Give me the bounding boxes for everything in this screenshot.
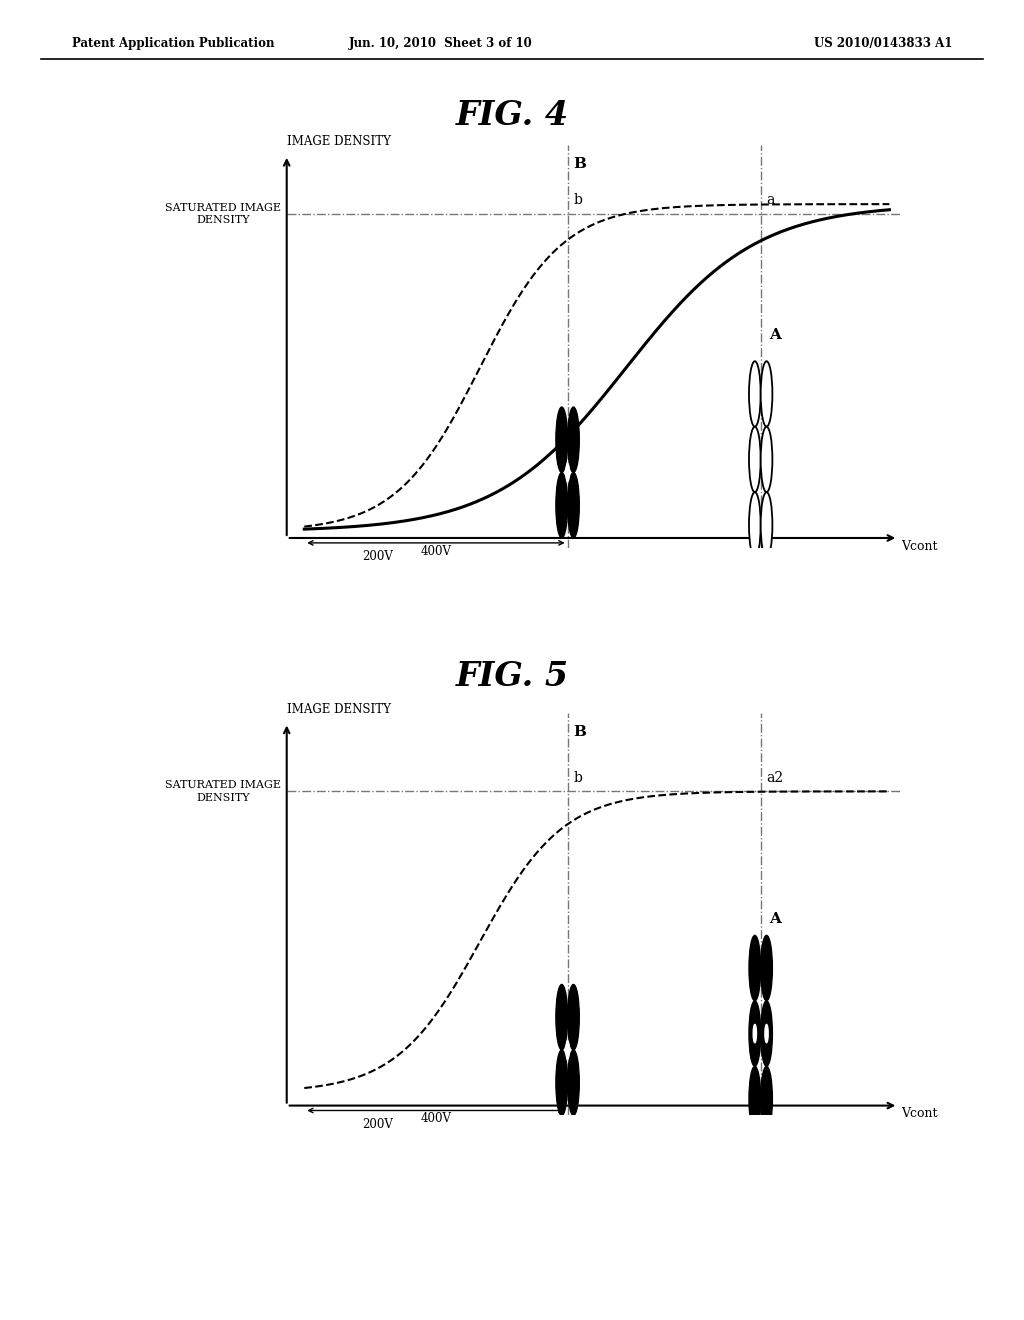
Circle shape	[761, 1001, 772, 1067]
Text: Patent Application Publication: Patent Application Publication	[72, 37, 274, 50]
Text: Jun. 10, 2010  Sheet 3 of 10: Jun. 10, 2010 Sheet 3 of 10	[348, 37, 532, 50]
Circle shape	[567, 407, 580, 473]
Text: IMAGE DENSITY: IMAGE DENSITY	[287, 704, 391, 715]
Circle shape	[567, 985, 580, 1049]
Text: Vcont: Vcont	[901, 1107, 938, 1121]
Text: B: B	[573, 725, 587, 739]
Circle shape	[761, 936, 772, 1001]
Circle shape	[761, 492, 772, 557]
Text: 400V: 400V	[421, 1113, 452, 1125]
Text: A: A	[769, 329, 781, 342]
Circle shape	[556, 407, 567, 473]
Circle shape	[749, 426, 761, 492]
Circle shape	[556, 473, 567, 539]
Text: a2: a2	[767, 771, 783, 785]
Circle shape	[749, 1001, 761, 1067]
Circle shape	[566, 463, 569, 482]
Circle shape	[749, 936, 761, 1001]
Text: SATURATED IMAGE
DENSITY: SATURATED IMAGE DENSITY	[165, 203, 281, 226]
Circle shape	[556, 1049, 567, 1115]
Text: B: B	[573, 157, 587, 172]
Circle shape	[754, 1024, 757, 1043]
Circle shape	[761, 362, 772, 426]
Text: 400V: 400V	[421, 545, 452, 557]
Circle shape	[761, 426, 772, 492]
Text: IMAGE DENSITY: IMAGE DENSITY	[287, 136, 391, 148]
Text: A: A	[769, 912, 781, 927]
Circle shape	[749, 1067, 761, 1131]
Text: FIG. 4: FIG. 4	[456, 99, 568, 132]
Text: a: a	[767, 194, 775, 207]
Text: 200V: 200V	[361, 550, 393, 564]
Circle shape	[765, 1024, 768, 1043]
Text: 200V: 200V	[361, 1118, 393, 1131]
Circle shape	[556, 985, 567, 1049]
Text: b: b	[573, 194, 583, 207]
Circle shape	[567, 1049, 580, 1115]
Text: Vcont: Vcont	[901, 540, 938, 553]
Circle shape	[761, 1067, 772, 1131]
Circle shape	[566, 1040, 569, 1059]
Text: b: b	[573, 771, 583, 785]
Text: US 2010/0143833 A1: US 2010/0143833 A1	[814, 37, 952, 50]
Circle shape	[749, 492, 761, 557]
Text: FIG. 5: FIG. 5	[456, 660, 568, 693]
Text: SATURATED IMAGE
DENSITY: SATURATED IMAGE DENSITY	[165, 780, 281, 803]
Circle shape	[567, 473, 580, 539]
Circle shape	[749, 362, 761, 426]
